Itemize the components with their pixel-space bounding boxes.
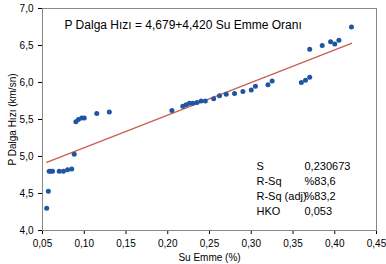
svg-text:0,25: 0,25 [200, 238, 220, 249]
svg-text:P Dalga Hızı = 4,679+4,420 Su: P Dalga Hızı = 4,679+4,420 Su Emme Oranı [65, 18, 302, 32]
svg-text:0,10: 0,10 [75, 238, 95, 249]
svg-text:4,0: 4,0 [20, 225, 34, 236]
svg-text:HKO: HKO [257, 205, 281, 217]
svg-text:0,05: 0,05 [33, 238, 53, 249]
svg-text:Su Emme (%): Su Emme (%) [178, 252, 240, 263]
svg-text:0,20: 0,20 [158, 238, 178, 249]
svg-text:7,0: 7,0 [20, 3, 34, 14]
svg-text:6,0: 6,0 [20, 77, 34, 88]
svg-text:6,5: 6,5 [20, 40, 34, 51]
svg-text:5,5: 5,5 [20, 114, 34, 125]
svg-text:5,0: 5,0 [20, 151, 34, 162]
svg-text:%83,6: %83,6 [305, 175, 336, 187]
svg-text:0,40: 0,40 [325, 238, 345, 249]
svg-text:S: S [257, 160, 264, 172]
svg-text:0,35: 0,35 [283, 238, 303, 249]
svg-text:4,5: 4,5 [20, 188, 34, 199]
svg-text:0,30: 0,30 [242, 238, 262, 249]
svg-text:%83,2: %83,2 [305, 190, 336, 202]
svg-text:0,230673: 0,230673 [305, 160, 351, 172]
svg-text:0,053: 0,053 [305, 205, 333, 217]
svg-text:P Dalga Hızı (km/sn): P Dalga Hızı (km/sn) [7, 73, 18, 165]
svg-text:0,45: 0,45 [367, 238, 386, 249]
svg-text:0,15: 0,15 [116, 238, 136, 249]
svg-text:R-Sq (adj): R-Sq (adj) [257, 190, 307, 202]
svg-text:R-Sq: R-Sq [257, 175, 282, 187]
